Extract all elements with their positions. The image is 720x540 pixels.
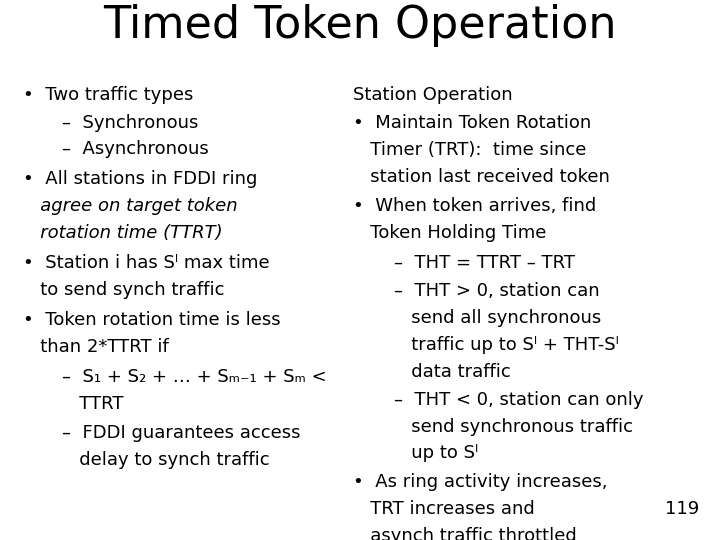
Text: to send synch traffic: to send synch traffic — [23, 281, 225, 299]
Text: •  As ring activity increases,: • As ring activity increases, — [353, 474, 608, 491]
Text: •  All stations in FDDI ring: • All stations in FDDI ring — [23, 171, 257, 188]
Text: •  Station i has Sᴵ max time: • Station i has Sᴵ max time — [23, 254, 269, 272]
Text: traffic up to Sᴵ + THT-Sᴵ: traffic up to Sᴵ + THT-Sᴵ — [395, 336, 619, 354]
Text: TRT increases and: TRT increases and — [353, 500, 534, 518]
Text: data traffic: data traffic — [395, 363, 511, 381]
Text: Timer (TRT):  time since: Timer (TRT): time since — [353, 141, 586, 159]
Text: •  Two traffic types: • Two traffic types — [23, 86, 193, 104]
Text: up to Sᴵ: up to Sᴵ — [395, 444, 479, 462]
Text: Token Holding Time: Token Holding Time — [353, 224, 546, 242]
Text: 119: 119 — [665, 500, 699, 518]
Text: –  THT = TTRT – TRT: – THT = TTRT – TRT — [395, 254, 575, 272]
Text: –  THT < 0, station can only: – THT < 0, station can only — [395, 391, 644, 409]
Text: –  FDDI guarantees access: – FDDI guarantees access — [63, 424, 301, 442]
Text: station last received token: station last received token — [353, 168, 610, 186]
Text: •  Token rotation time is less: • Token rotation time is less — [23, 312, 281, 329]
Text: send synchronous traffic: send synchronous traffic — [395, 417, 634, 436]
Text: rotation time (TTRT): rotation time (TTRT) — [23, 224, 222, 242]
Text: asynch traffic throttled: asynch traffic throttled — [353, 527, 577, 540]
Text: –  Synchronous: – Synchronous — [63, 114, 199, 132]
Text: –  THT > 0, station can: – THT > 0, station can — [395, 282, 600, 300]
Text: –  S₁ + S₂ + … + Sₘ₋₁ + Sₘ <: – S₁ + S₂ + … + Sₘ₋₁ + Sₘ < — [63, 368, 327, 386]
Text: Station Operation: Station Operation — [353, 86, 513, 104]
Text: agree on target token: agree on target token — [23, 197, 238, 215]
Text: than 2*TTRT if: than 2*TTRT if — [23, 338, 168, 356]
Text: TTRT: TTRT — [63, 395, 124, 413]
Text: •  Maintain Token Rotation: • Maintain Token Rotation — [353, 114, 591, 132]
Text: –  Asynchronous: – Asynchronous — [63, 140, 209, 158]
Text: Timed Token Operation: Timed Token Operation — [103, 4, 617, 47]
Text: send all synchronous: send all synchronous — [395, 309, 602, 327]
Text: delay to synch traffic: delay to synch traffic — [63, 451, 270, 469]
Text: •  When token arrives, find: • When token arrives, find — [353, 197, 596, 215]
